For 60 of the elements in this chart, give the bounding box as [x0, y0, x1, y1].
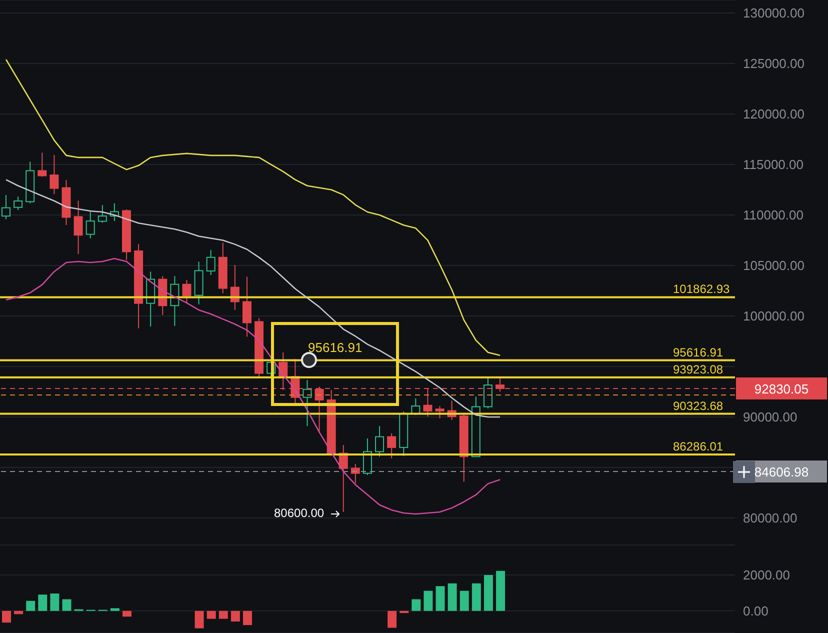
bar [472, 583, 481, 611]
y-tick-label: 130000.00 [743, 6, 804, 21]
candlestick [86, 211, 95, 239]
bar [460, 590, 469, 611]
bar [38, 594, 48, 611]
bar [50, 593, 60, 611]
annotation: 80600.00 [274, 506, 324, 520]
y-tick-label: 115000.00 [743, 157, 804, 172]
y-tick-label: 100000.00 [743, 308, 804, 324]
candlestick [435, 406, 444, 419]
bar [496, 570, 506, 611]
candlestick [182, 279, 192, 304]
candlestick [387, 432, 396, 459]
ref-line-label: 92830.05 [754, 381, 809, 396]
bar [242, 610, 252, 626]
y-tick-label: 80000.00 [743, 510, 798, 526]
bar [424, 590, 433, 611]
candlestick [350, 463, 360, 484]
line-series [5, 179, 501, 418]
y-tick-label: 120000.00 [743, 106, 804, 122]
candlestick [50, 154, 59, 195]
ref-line-label: 95616.91 [673, 345, 724, 360]
annotation: 95616.91 [308, 340, 362, 355]
candlestick [375, 426, 384, 458]
ref-line-label: 84606.98 [754, 464, 809, 480]
candlestick [14, 196, 23, 210]
bar [194, 610, 204, 628]
y-tick-label: 105000.00 [743, 258, 804, 274]
ref-line-label: 90323.68 [673, 398, 724, 413]
candlestick [483, 376, 492, 409]
bar [484, 574, 493, 611]
bar [412, 599, 421, 611]
bar [122, 610, 132, 617]
candlestick [302, 379, 312, 427]
bar [436, 586, 445, 611]
bar [206, 610, 216, 619]
candlestick [38, 152, 47, 178]
ref-line-label: 86286.01 [673, 440, 724, 454]
y-tick-label: 2000.00 [743, 568, 790, 583]
candlestick [74, 200, 83, 255]
y-tick-label: 125000.00 [743, 56, 804, 72]
y-tick-label: 0.00 [743, 604, 768, 619]
ref-line-label: 101862.93 [673, 282, 730, 296]
y-tick-label: 110000.00 [743, 208, 804, 223]
bar [110, 608, 120, 611]
ref-line-label: 93923.08 [673, 362, 724, 376]
y-tick-label: 90000.00 [743, 410, 798, 425]
bar [14, 610, 24, 614]
bar [230, 610, 240, 622]
candlestick [98, 204, 107, 224]
bar [2, 610, 11, 623]
candlestick [206, 249, 216, 276]
bar [448, 583, 457, 611]
bar [400, 610, 409, 614]
bar [388, 610, 397, 628]
bar [26, 600, 36, 611]
bar [62, 599, 72, 611]
candlestick [242, 276, 252, 338]
line-series [5, 58, 501, 356]
bar [218, 610, 228, 619]
